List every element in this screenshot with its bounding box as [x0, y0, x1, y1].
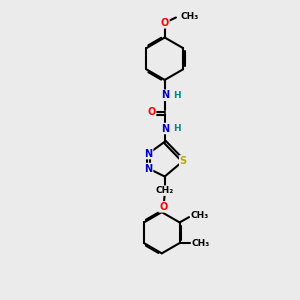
Text: H: H: [173, 91, 181, 100]
Text: S: S: [180, 156, 187, 166]
Text: CH₃: CH₃: [192, 238, 210, 247]
Text: H: H: [173, 124, 181, 133]
Text: N: N: [145, 148, 153, 158]
Text: O: O: [147, 107, 156, 117]
Text: O: O: [160, 18, 169, 28]
Text: CH₂: CH₂: [156, 186, 174, 195]
Text: N: N: [161, 90, 169, 100]
Text: CH₃: CH₃: [181, 12, 199, 21]
Text: O: O: [159, 202, 167, 212]
Text: N: N: [145, 164, 153, 173]
Text: CH₃: CH₃: [191, 212, 209, 220]
Text: N: N: [161, 124, 169, 134]
